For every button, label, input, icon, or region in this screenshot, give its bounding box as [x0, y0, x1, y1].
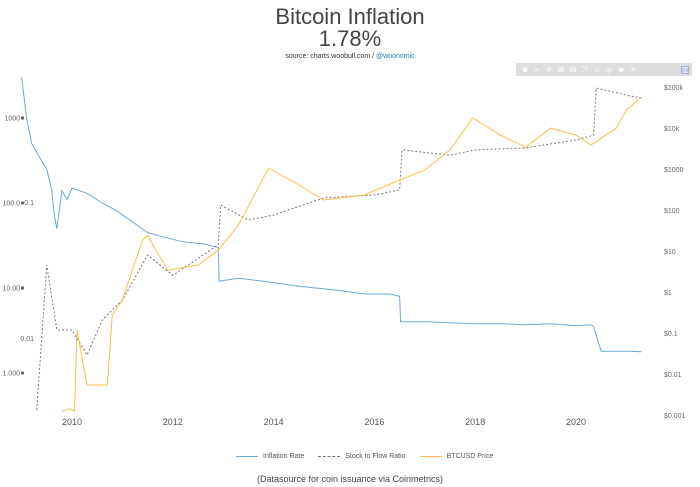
x-tick-label: 2014: [264, 417, 284, 427]
x-tick-label: 2010: [62, 417, 82, 427]
chart[interactable]: 2010 2012 2014 2016 2018 2020 1000 100.0 10.00 1.…: [0, 0, 700, 450]
tick-mark: [21, 286, 24, 290]
legend: Inflation Rate Stock to Flow Ratio BTCUS…: [236, 453, 493, 460]
legend-item-s2f[interactable]: Stock to Flow Ratio: [318, 453, 406, 460]
legend-label: Inflation Rate: [263, 453, 305, 460]
y-left-tick-label: 100.0: [2, 201, 20, 208]
chart-title: Bitcoin Inflation: [275, 4, 425, 29]
y-right-tick-label: $0.001: [664, 413, 686, 420]
y-left-tick-label: 10.00: [2, 286, 20, 293]
spike-lines-icon[interactable]: ╤: [606, 64, 612, 74]
data-source-note: (Datasource for coin issuance via Coinme…: [256, 474, 444, 484]
modebar: ◙ ⌕ ✛ ⊞ ⊟ ⤧ ⌂ ╤ ◆ ≡ ▥: [516, 63, 692, 76]
y-right-tick-label: $100k: [664, 85, 684, 92]
legend-item-inflation[interactable]: Inflation Rate: [236, 453, 304, 460]
y-inner-tick-label: 0.01: [20, 336, 34, 343]
series-line-btcusd-price[interactable]: [61, 96, 642, 413]
y-left-tick-label: 1.000: [2, 371, 20, 378]
hover-closest-icon[interactable]: ◆: [617, 64, 625, 74]
y-right-tick-label: $0.1: [664, 331, 678, 338]
autoscale-icon[interactable]: ⤧: [581, 64, 589, 74]
reset-axes-icon[interactable]: ⌂: [594, 64, 600, 74]
legend-label: BTCUSD Price: [446, 453, 494, 460]
zoom-out-icon[interactable]: ⊟: [569, 64, 577, 74]
source-link[interactable]: @woonomic: [376, 53, 415, 60]
y-right-tick-label: $10k: [664, 126, 680, 133]
tick-mark: [21, 371, 24, 375]
y-right-tick-label: $10: [664, 249, 676, 256]
source-line: source: charts.woobull.com / @woonomic: [0, 53, 700, 60]
y-left-tick-label: 1000: [4, 116, 20, 123]
y-right-tick-label: $0.01: [664, 372, 682, 379]
x-tick-label: 2012: [163, 417, 183, 427]
zoom-icon[interactable]: ⌕: [534, 64, 540, 74]
series-line-inflation-rate[interactable]: [21, 77, 642, 353]
y-right-tick-label: $1: [664, 290, 672, 297]
series-line-stock-to-flow-ratio[interactable]: [36, 87, 642, 411]
y-inner-tick-label: 0.1: [24, 200, 34, 207]
pan-icon[interactable]: ✛: [545, 64, 553, 74]
camera-icon[interactable]: ◙: [522, 64, 528, 74]
legend-label: Stock to Flow Ratio: [345, 453, 406, 460]
hover-compare-icon[interactable]: ≡: [630, 64, 636, 74]
chart-subtitle: 1.78%: [318, 26, 382, 51]
zoom-in-icon[interactable]: ⊞: [557, 64, 565, 74]
source-text: source: charts.woobull.com /: [285, 53, 377, 60]
y-right-tick-label: $1000: [664, 167, 684, 174]
y-right-tick-label: $100: [664, 208, 680, 215]
x-tick-label: 2020: [566, 417, 586, 427]
x-tick-label: 2016: [364, 417, 384, 427]
x-tick-label: 2018: [465, 417, 485, 427]
legend-item-price[interactable]: BTCUSD Price: [419, 453, 494, 460]
tick-mark: [21, 201, 24, 205]
plotly-logo-icon[interactable]: ▥: [681, 64, 689, 74]
tick-mark: [21, 116, 24, 120]
